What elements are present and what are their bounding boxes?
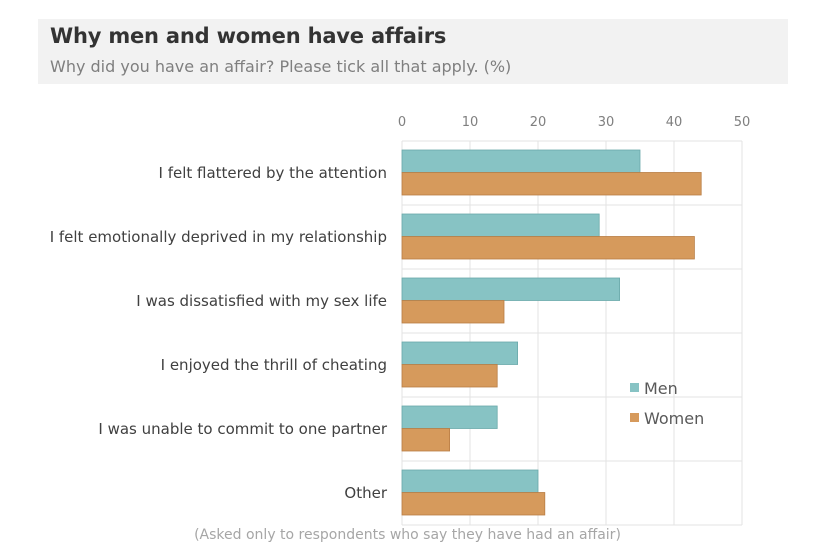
category-label: I felt emotionally deprived in my relati… [50,228,387,246]
labels-layer: 0 10 20 30 40 50 I felt flattered by the atten… [50,115,751,502]
x-tick-label: 50 [734,115,751,130]
bar-men [401,277,621,301]
bar-women [401,492,546,516]
bar-men [401,341,518,365]
bar-men [401,405,498,429]
category-label: I was dissatisfied with my sex life [136,292,387,310]
bar-men [401,213,600,237]
bar-women [401,172,702,196]
category-label: I felt flattered by the attention [159,164,387,182]
x-tick-label: 20 [530,115,547,130]
bar-women [401,236,695,260]
legend-label-women: Women [644,409,704,428]
x-tick-label: 30 [598,115,615,130]
chart-subtitle: Why did you have an affair? Please tick … [50,57,512,76]
bar-men [401,469,539,493]
bar-men [401,149,641,173]
x-tick-label: 0 [398,115,406,130]
legend-swatch-men [630,383,639,392]
bars-layer [401,149,702,516]
category-label: Other [344,484,387,502]
x-tick-label: 10 [462,115,479,130]
legend-swatch-women [630,413,639,422]
chart-title: Why men and women have affairs [50,24,447,48]
legend-label-men: Men [644,379,678,398]
legend: Men Women [630,379,704,428]
footnote: (Asked only to respondents who say they … [194,527,621,543]
category-label: I was unable to commit to one partner [98,420,387,438]
bar-women [401,364,498,388]
category-label: I enjoyed the thrill of cheating [161,356,387,374]
bar-women [401,300,505,324]
chart-header: Why men and women have affairs Why did y… [38,19,788,84]
grid-layer [401,140,743,526]
x-tick-label: 40 [666,115,683,130]
bar-women [401,428,450,452]
